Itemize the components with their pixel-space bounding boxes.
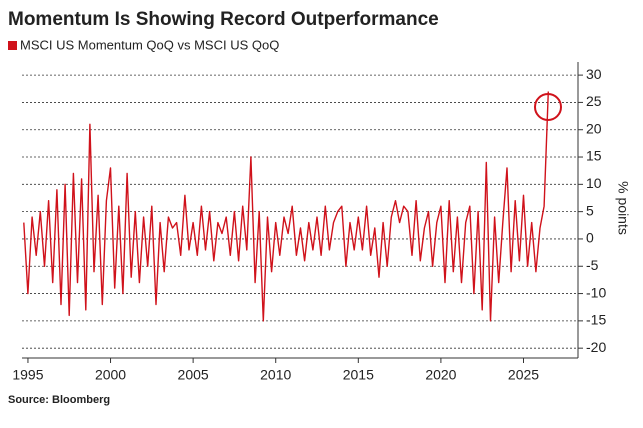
y-axis-label: % points <box>615 181 631 235</box>
y-tick-label: 25 <box>586 93 602 109</box>
y-tick-label: 5 <box>586 202 594 218</box>
y-tick-label: -15 <box>586 312 606 328</box>
data-line <box>23 91 549 322</box>
legend-label: MSCI US Momentum QoQ vs MSCI US QoQ <box>20 37 279 52</box>
x-tick-label: 2025 <box>508 367 539 383</box>
y-tick-label: 15 <box>586 148 602 164</box>
x-tick-label: 2000 <box>95 367 126 383</box>
x-tick-label: 2020 <box>425 367 456 383</box>
chart-title: Momentum Is Showing Record Outperformanc… <box>8 9 439 30</box>
x-tick-label: 1995 <box>12 367 43 383</box>
y-tick-label: -20 <box>586 339 606 355</box>
y-tick-label: -10 <box>586 284 606 300</box>
x-tick-label: 2005 <box>178 367 209 383</box>
y-tick-label: -5 <box>586 257 599 273</box>
y-tick-label: 20 <box>586 120 602 136</box>
y-tick-label: 10 <box>586 175 602 191</box>
y-tick-label: 0 <box>586 230 594 246</box>
x-tick-label: 2015 <box>343 367 374 383</box>
y-tick-label: 30 <box>586 66 602 82</box>
source: Source: Bloomberg <box>8 394 110 406</box>
legend-swatch <box>8 41 17 50</box>
highlight-circle <box>534 93 562 121</box>
x-tick-label: 2010 <box>260 367 291 383</box>
